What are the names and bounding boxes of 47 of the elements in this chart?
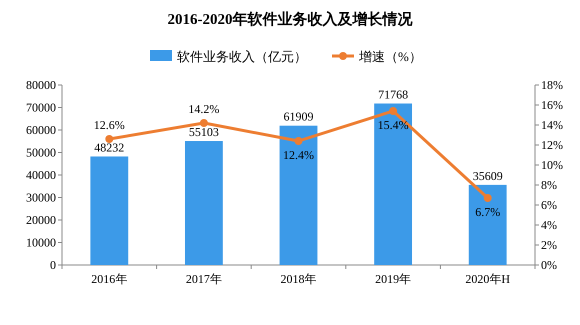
y-tick-label: 60000: [26, 123, 56, 137]
data-label: 12.6%: [94, 118, 125, 132]
y-tick-label: 30000: [26, 190, 56, 204]
x-tick-label: 2017年: [186, 272, 222, 286]
y-tick-label: 40000: [26, 168, 56, 182]
y2-tick-label: 10%: [541, 158, 563, 172]
point: [200, 119, 208, 127]
data-label: 55103: [188, 125, 219, 140]
point: [294, 137, 302, 145]
point: [484, 194, 492, 202]
y2-tick-label: 14%: [541, 118, 563, 132]
point: [389, 107, 398, 115]
y-tick-label: 70000: [26, 100, 56, 114]
bar: [184, 141, 223, 265]
data-label: 15.4%: [378, 118, 409, 132]
y2-tick-label: 18%: [541, 78, 563, 92]
y-tick-label: 10000: [26, 236, 56, 250]
x-tick-label: 2020年H: [465, 272, 510, 286]
data-label: 35609: [472, 168, 503, 183]
data-label: 48232: [94, 140, 124, 154]
data-label: 6.7%: [475, 205, 500, 219]
data-label: 14.2%: [188, 102, 220, 116]
y2-tick-label: 6%: [541, 198, 557, 212]
y-tick-label: 0: [50, 258, 56, 272]
data-label: 71768: [378, 88, 408, 102]
y2-tick-label: 12%: [541, 138, 563, 152]
y2-tick-label: 4%: [541, 218, 557, 232]
point: [105, 135, 114, 143]
data-label: 61909: [284, 110, 314, 124]
bar: [90, 156, 128, 265]
chart-title: 2016-2020年软件业务收入及增长情况: [168, 11, 414, 28]
y2-tick-label: 8%: [541, 178, 557, 192]
bar: [280, 126, 318, 265]
legend-label: 增速（%）: [358, 49, 422, 64]
x-tick-label: 2016年: [91, 272, 128, 286]
y-tick-label: 20000: [26, 213, 56, 227]
data-label: 12.4%: [283, 148, 314, 162]
legend-label: 软件业务收入（亿元）: [177, 49, 307, 64]
y2-tick-label: 0%: [541, 258, 557, 272]
y2-tick-label: 2%: [541, 238, 557, 252]
y-tick-label: 80000: [26, 78, 56, 92]
y-tick-label: 50000: [26, 146, 56, 160]
bar: [468, 184, 507, 265]
y2-tick-label: 16%: [541, 98, 563, 112]
bar: [374, 104, 412, 265]
x-tick-label: 2018年: [280, 272, 316, 286]
x-tick-label: 2019年: [375, 272, 412, 286]
